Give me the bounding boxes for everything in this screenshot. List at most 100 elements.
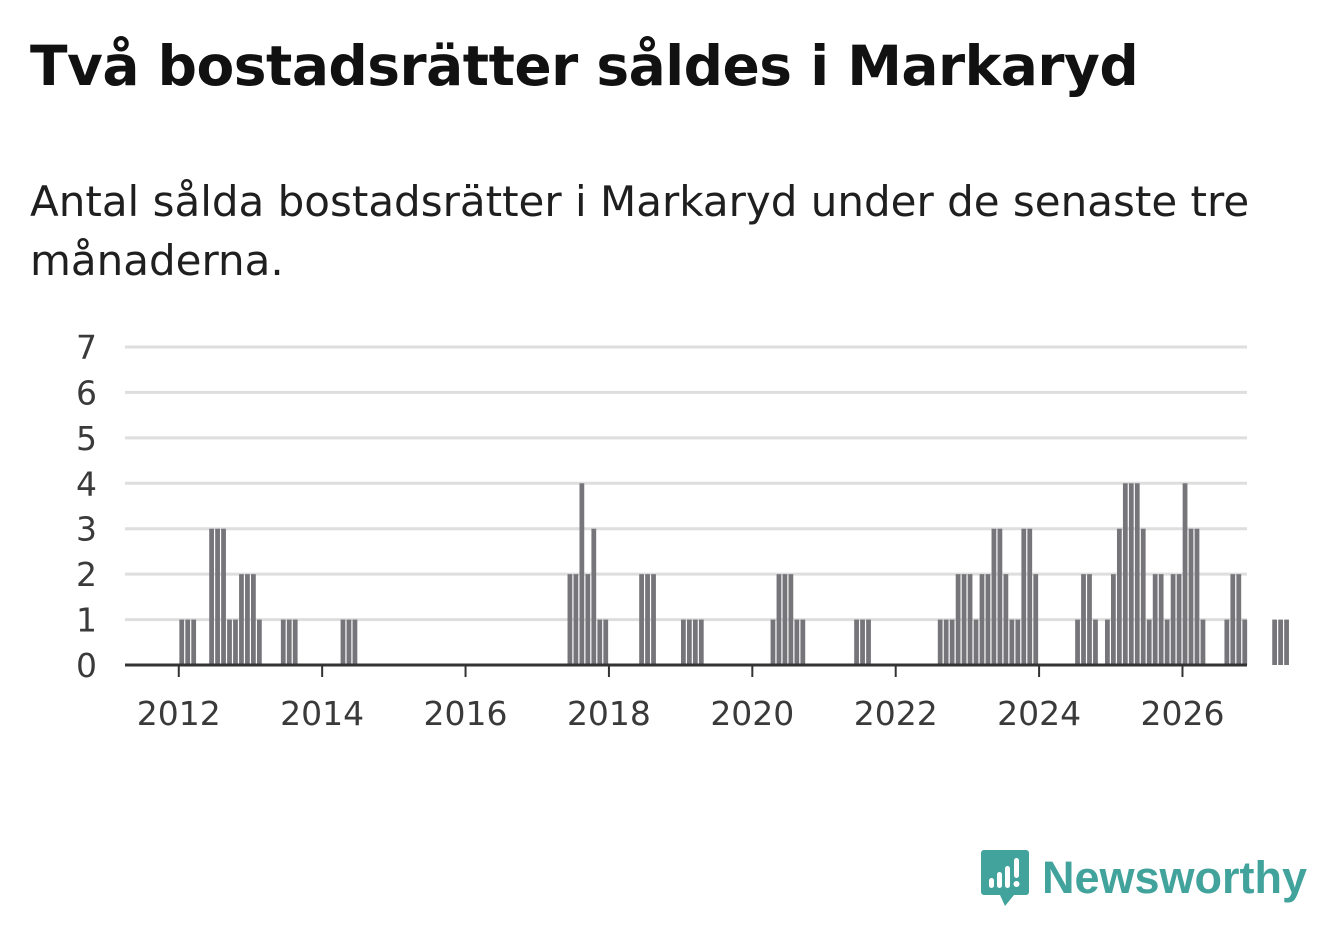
bar <box>1236 574 1242 665</box>
x-tick-label: 2018 <box>567 694 651 733</box>
bar <box>955 574 961 665</box>
bar <box>179 619 185 665</box>
bar <box>245 574 250 665</box>
bar <box>227 619 232 665</box>
y-tick-label: 3 <box>76 510 97 549</box>
bar <box>280 619 286 665</box>
y-tick-label: 2 <box>76 555 97 594</box>
bar <box>352 619 358 665</box>
bar <box>937 619 943 665</box>
bar <box>1278 619 1283 665</box>
bar <box>1158 574 1164 665</box>
chart-subtitle: Antal sålda bostadsrätter i Markaryd und… <box>30 177 1250 285</box>
bar <box>782 574 788 665</box>
bar <box>1140 528 1146 665</box>
y-tick-label: 1 <box>76 601 97 640</box>
x-tick-label: 2016 <box>424 694 508 733</box>
bar <box>573 574 579 665</box>
bar <box>1122 483 1128 665</box>
bar <box>794 619 800 665</box>
newsworthy-logo-icon <box>981 850 1029 906</box>
bar <box>1116 528 1122 665</box>
bar <box>1105 619 1110 665</box>
bar <box>1152 574 1158 665</box>
y-tick-label: 5 <box>76 419 97 458</box>
bar <box>967 574 973 665</box>
bar <box>1176 574 1182 665</box>
bar <box>579 483 585 665</box>
bar <box>639 574 644 665</box>
brand-name: Newsworthy <box>1042 852 1308 903</box>
bar <box>603 619 609 665</box>
bar <box>340 619 346 665</box>
bar <box>585 574 591 665</box>
bar <box>591 528 597 665</box>
bar <box>788 574 794 665</box>
bar <box>292 619 298 665</box>
x-tick-label: 2014 <box>280 694 364 733</box>
bar <box>1009 619 1015 665</box>
bar <box>1021 528 1027 665</box>
bar <box>991 528 997 665</box>
bar <box>1003 574 1009 665</box>
x-tick-label: 2012 <box>137 694 221 733</box>
bar <box>1182 483 1188 665</box>
bar <box>698 619 704 665</box>
bar <box>800 619 806 665</box>
x-tick-label: 2024 <box>997 694 1081 733</box>
bar <box>1272 619 1278 665</box>
bar <box>985 574 991 665</box>
bar <box>597 619 603 665</box>
bar <box>251 574 256 665</box>
bar <box>233 619 238 665</box>
bar <box>1027 528 1033 665</box>
bar <box>209 528 214 665</box>
bar <box>943 619 949 665</box>
bar <box>866 619 871 665</box>
bar <box>1170 574 1176 665</box>
y-axis-tick-labels: 0 1 2 3 4 5 6 7 <box>76 328 97 685</box>
bar <box>949 619 955 665</box>
bar <box>1284 619 1289 665</box>
x-axis-tick-labels: 2012 2014 2016 2018 2020 2022 2024 2026 <box>137 694 1225 733</box>
bar <box>239 574 244 665</box>
bar <box>191 619 197 665</box>
bar <box>1146 619 1152 665</box>
bar <box>686 619 692 665</box>
bar <box>1110 574 1116 665</box>
bar <box>1033 574 1039 665</box>
bar <box>1081 574 1086 665</box>
bar <box>346 619 352 665</box>
bar <box>1128 483 1134 665</box>
bar <box>681 619 686 665</box>
bar <box>1164 619 1170 665</box>
bar <box>286 619 292 665</box>
gridlines <box>125 345 1247 622</box>
bar <box>997 528 1003 665</box>
bar <box>854 619 859 665</box>
y-tick-label: 7 <box>76 328 97 367</box>
bar <box>651 574 656 665</box>
y-tick-label: 6 <box>76 373 97 412</box>
bar <box>1188 528 1194 665</box>
bar <box>221 528 226 665</box>
bar <box>1087 574 1092 665</box>
bar <box>1230 574 1236 665</box>
bar <box>185 619 191 665</box>
bar <box>692 619 698 665</box>
newsworthy-logo: Newsworthy <box>980 848 1307 908</box>
bar <box>973 619 979 665</box>
bar <box>860 619 865 665</box>
bar <box>776 574 782 665</box>
bars <box>179 483 1289 665</box>
bar <box>1194 528 1200 665</box>
bar <box>1093 619 1098 665</box>
bar <box>1200 619 1206 665</box>
bar <box>1242 619 1248 665</box>
x-tick-label: 2022 <box>854 694 938 733</box>
x-tick-label: 2020 <box>710 694 794 733</box>
x-axis <box>125 663 1247 677</box>
y-tick-label: 0 <box>76 646 97 685</box>
y-tick-label: 4 <box>76 464 97 503</box>
bar <box>979 574 985 665</box>
